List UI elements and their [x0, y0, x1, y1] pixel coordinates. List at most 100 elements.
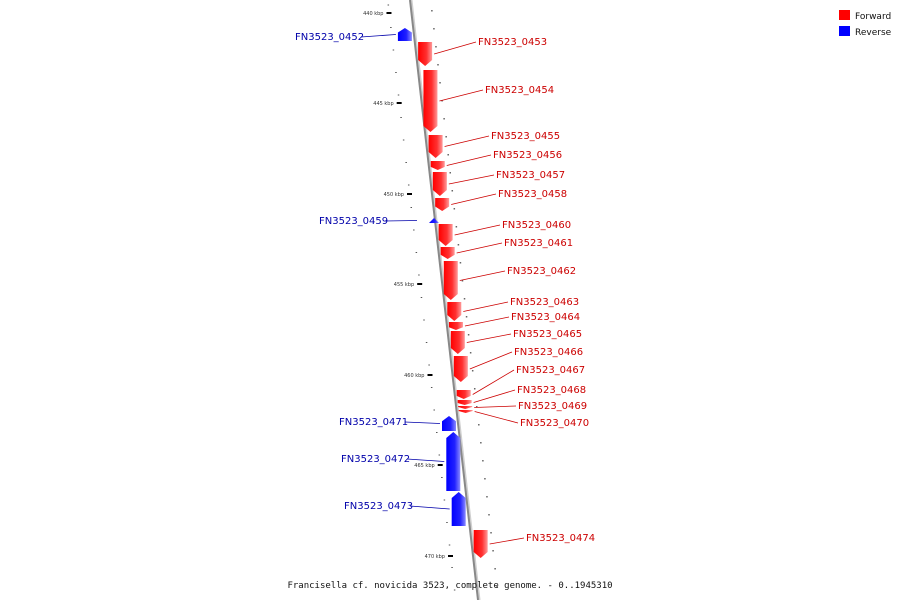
- position-dot: [488, 514, 490, 516]
- gene-label-fn3523_0474[interactable]: FN3523_0474: [526, 533, 595, 544]
- gene-label-fn3523_0466[interactable]: FN3523_0466: [514, 347, 583, 358]
- gene-arrow-fn3523_0473[interactable]: [451, 492, 466, 526]
- gene-arrow-fn3523_0472[interactable]: [446, 432, 461, 491]
- position-dot: [445, 136, 447, 138]
- gene-arrow-fn3523_0469[interactable]: [458, 406, 473, 409]
- position-dot: [463, 298, 466, 300]
- gene-label-fn3523_0460[interactable]: FN3523_0460: [502, 220, 571, 231]
- gene-label-fn3523_0461[interactable]: FN3523_0461: [504, 238, 573, 249]
- legend-label-forward: Forward: [855, 12, 891, 22]
- gene-arrow-fn3523_0454[interactable]: [423, 70, 438, 132]
- legend: Forward Reverse: [839, 10, 892, 38]
- leader-line: [456, 242, 503, 254]
- gene-label-fn3523_0471[interactable]: FN3523_0471: [339, 417, 408, 428]
- map-caption: Francisella cf. novicida 3523, complete …: [287, 581, 612, 591]
- tick-label: 450 kbp: [384, 192, 404, 198]
- leader-line: [472, 369, 515, 395]
- gene-label-fn3523_0454[interactable]: FN3523_0454: [485, 85, 554, 96]
- leader-line: [404, 421, 441, 424]
- position-dot: [473, 388, 476, 390]
- leader-line: [489, 537, 525, 545]
- gene-label-fn3523_0462[interactable]: FN3523_0462: [507, 266, 576, 277]
- position-dot: [469, 352, 472, 354]
- gene-arrow-fn3523_0455[interactable]: [428, 135, 443, 158]
- gene-arrow-fn3523_0457[interactable]: [432, 172, 447, 196]
- gene-label-fn3523_0472[interactable]: FN3523_0472: [341, 454, 410, 465]
- gene-label-fn3523_0470[interactable]: FN3523_0470: [520, 418, 589, 429]
- position-dot: [431, 10, 433, 12]
- backbone-line: [409, 0, 479, 600]
- gene-arrow-fn3523_0474[interactable]: [473, 530, 488, 558]
- gene-label-fn3523_0452[interactable]: FN3523_0452: [295, 32, 364, 43]
- gene-arrow-fn3523_0459[interactable]: [428, 218, 439, 223]
- gene-arrow-fn3523_0458[interactable]: [435, 198, 450, 211]
- gene-label-fn3523_0469[interactable]: FN3523_0469: [518, 401, 587, 412]
- gene-label-fn3523_0463[interactable]: FN3523_0463: [510, 297, 579, 308]
- legend-label-reverse: Reverse: [855, 28, 892, 38]
- gene-arrow-fn3523_0465[interactable]: [450, 331, 465, 354]
- position-dot: [441, 100, 443, 102]
- gene-label-fn3523_0459[interactable]: FN3523_0459: [319, 216, 388, 227]
- position-dot: [465, 316, 468, 318]
- tick-label: 455 kbp: [394, 282, 414, 288]
- gene-arrow-fn3523_0461[interactable]: [440, 247, 455, 259]
- position-dot: [457, 244, 460, 246]
- gene-arrow-fn3523_0460[interactable]: [438, 224, 453, 246]
- position-dot: [459, 262, 462, 264]
- gene-label-fn3523_0456[interactable]: FN3523_0456: [493, 150, 562, 161]
- leader-line: [434, 41, 477, 55]
- position-dot: [443, 118, 445, 120]
- position-dot: [449, 172, 451, 174]
- position-dot: [492, 550, 494, 552]
- gene-label-fn3523_0464[interactable]: FN3523_0464: [511, 312, 580, 323]
- tick-label: 440 kbp: [363, 11, 383, 17]
- gene-label-fn3523_0458[interactable]: FN3523_0458: [498, 189, 567, 200]
- gene-label-fn3523_0457[interactable]: FN3523_0457: [496, 170, 565, 181]
- leader-line: [474, 411, 519, 424]
- gene-label-fn3523_0453[interactable]: FN3523_0453: [478, 37, 547, 48]
- gene-label-fn3523_0465[interactable]: FN3523_0465: [513, 329, 582, 340]
- leader-line: [464, 316, 510, 327]
- gene-arrow-fn3523_0466[interactable]: [453, 356, 468, 382]
- position-dot: [435, 46, 437, 48]
- leader-line: [446, 154, 492, 166]
- gene-arrow-fn3523_0452[interactable]: [397, 28, 412, 41]
- leader-line: [384, 220, 417, 222]
- position-dot: [447, 154, 449, 156]
- gene-arrow-fn3523_0462[interactable]: [443, 261, 458, 300]
- leader-line: [451, 193, 497, 205]
- gene-label-fn3523_0455[interactable]: FN3523_0455: [491, 131, 560, 142]
- position-dot: [451, 190, 454, 192]
- leader-line: [409, 505, 450, 510]
- gene-arrow-fn3523_0471[interactable]: [441, 416, 456, 431]
- gene-arrow-fn3523_0463[interactable]: [447, 302, 462, 321]
- position-dot: [482, 460, 484, 462]
- gene-arrow-fn3523_0456[interactable]: [430, 161, 445, 170]
- tick-label: 445 kbp: [373, 101, 393, 107]
- gene-label-fn3523_0468[interactable]: FN3523_0468: [517, 385, 586, 396]
- position-dot: [461, 280, 464, 282]
- position-dot: [478, 424, 480, 426]
- feature-labels: FN3523_0452 FN3523_0453 FN3523_0454 FN3523_…: [295, 32, 595, 545]
- gene-arrow-fn3523_0467[interactable]: [456, 390, 471, 399]
- leader-line: [448, 174, 495, 185]
- gene-arrow-fn3523_0464[interactable]: [448, 322, 463, 330]
- position-dot: [433, 28, 435, 30]
- gene-label-fn3523_0467[interactable]: FN3523_0467: [516, 365, 585, 376]
- leader-line: [473, 389, 516, 403]
- position-dot: [467, 334, 470, 336]
- gene-arrow-fn3523_0453[interactable]: [418, 42, 433, 66]
- backbone-shadow: [410, 0, 481, 600]
- leader-line: [459, 270, 506, 281]
- leader-line: [463, 301, 509, 312]
- position-dot: [480, 442, 482, 444]
- position-dot: [494, 568, 496, 570]
- legend-swatch-reverse: [839, 26, 850, 36]
- position-dot: [437, 64, 439, 66]
- position-dot: [453, 208, 456, 210]
- gene-arrow-fn3523_0468[interactable]: [457, 400, 472, 405]
- position-dot: [484, 478, 486, 480]
- gene-label-fn3523_0473[interactable]: FN3523_0473: [344, 501, 413, 512]
- gene-arrow-fn3523_0470[interactable]: [458, 410, 473, 413]
